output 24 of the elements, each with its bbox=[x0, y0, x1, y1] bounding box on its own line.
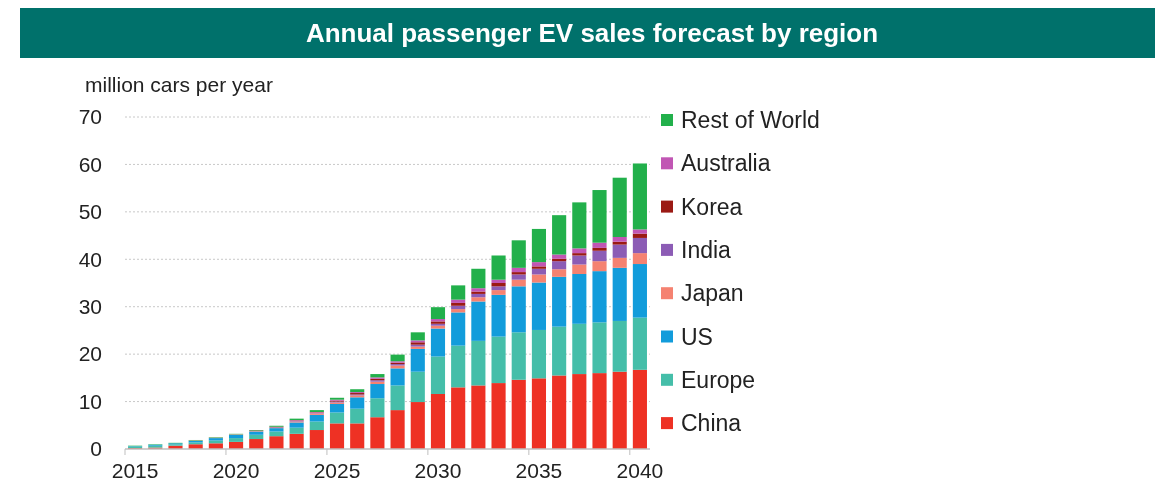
y-tick-label: 10 bbox=[78, 389, 102, 413]
x-tick-label: 2030 bbox=[414, 459, 462, 482]
y-tick-label: 40 bbox=[78, 247, 102, 271]
x-tick-label: 2035 bbox=[515, 459, 563, 482]
legend-label: Europe bbox=[681, 366, 756, 393]
y-axis-title: million cars per year bbox=[85, 73, 273, 96]
x-tick-label: 2020 bbox=[212, 459, 260, 482]
legend-label: Korea bbox=[681, 193, 743, 220]
y-tick-label: 30 bbox=[78, 295, 102, 319]
y-tick-label: 50 bbox=[78, 200, 102, 224]
x-tick-label: 2040 bbox=[616, 459, 664, 482]
x-tick-label: 2025 bbox=[313, 459, 361, 482]
legend-label: US bbox=[681, 323, 713, 350]
chart-title: Annual passenger EV sales forecast by region bbox=[305, 18, 879, 48]
legend-label: India bbox=[681, 236, 732, 263]
legend-label: Australia bbox=[681, 150, 771, 177]
y-tick-label: 70 bbox=[78, 105, 102, 129]
y-tick-label: 20 bbox=[78, 342, 102, 366]
x-tick-label: 2015 bbox=[111, 459, 159, 482]
legend-label: Rest of World bbox=[681, 107, 820, 134]
y-tick-label: 60 bbox=[78, 152, 102, 176]
legend-label: China bbox=[681, 410, 742, 437]
legend-label: Japan bbox=[681, 280, 744, 307]
y-tick-label: 0 bbox=[90, 437, 102, 461]
